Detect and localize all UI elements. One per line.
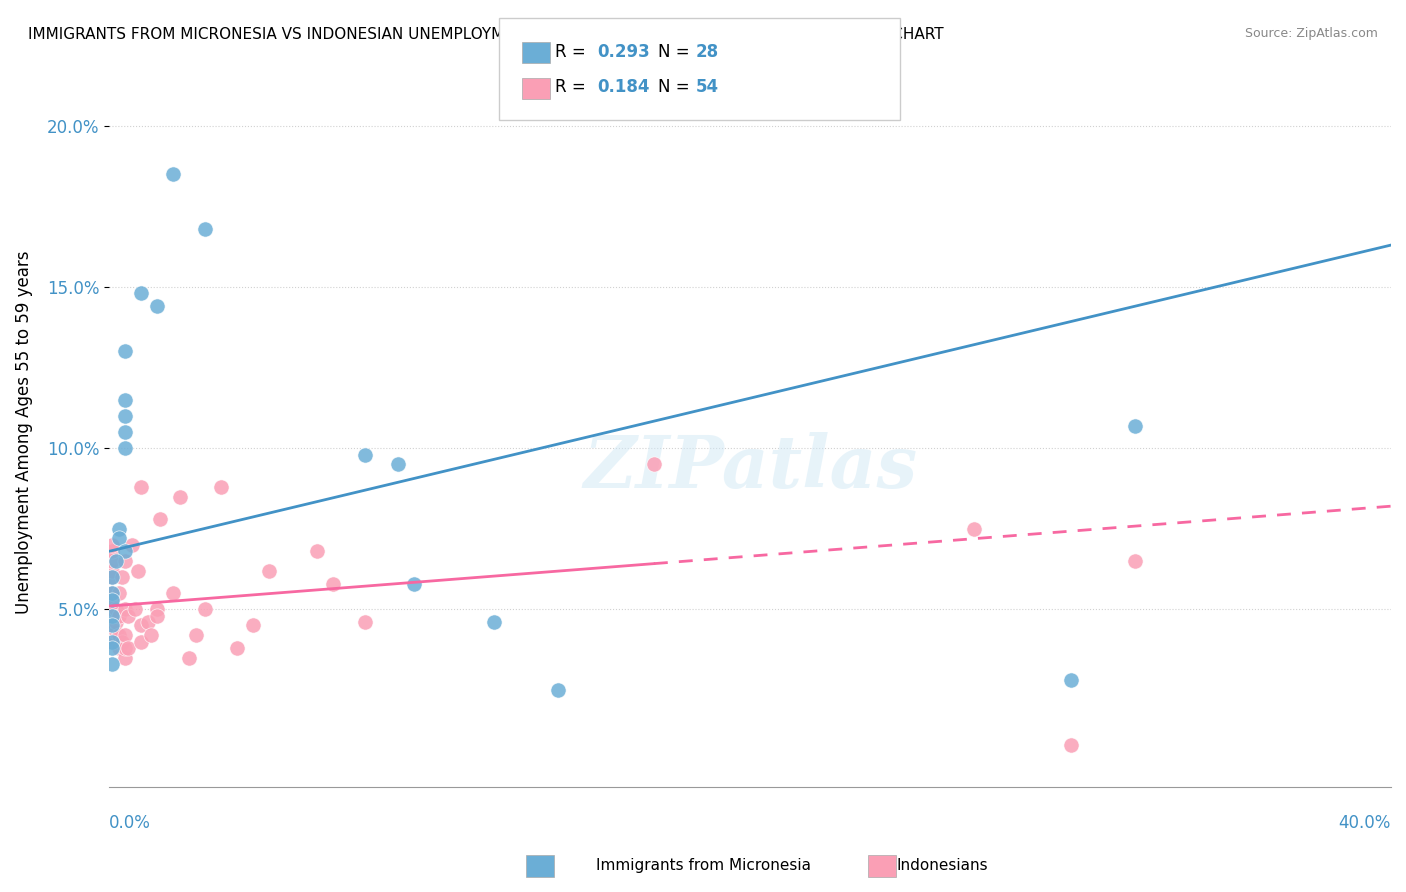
- Point: [226, 640, 249, 655]
- Point: [179, 650, 201, 665]
- Point: [104, 602, 127, 616]
- Point: [402, 576, 425, 591]
- Point: [354, 615, 377, 630]
- Point: [482, 615, 505, 630]
- Point: [114, 544, 136, 558]
- Point: [111, 634, 134, 648]
- Point: [114, 409, 136, 423]
- Point: [124, 602, 146, 616]
- Point: [114, 441, 136, 455]
- Point: [104, 634, 127, 648]
- Point: [127, 564, 149, 578]
- Point: [129, 480, 152, 494]
- Point: [101, 618, 124, 632]
- Point: [114, 640, 136, 655]
- Point: [107, 628, 129, 642]
- Point: [114, 425, 136, 439]
- Text: 54: 54: [696, 78, 718, 96]
- Point: [354, 448, 377, 462]
- Point: [101, 618, 124, 632]
- Point: [114, 392, 136, 407]
- Point: [101, 538, 124, 552]
- Point: [643, 457, 665, 471]
- Point: [194, 222, 217, 236]
- Point: [1123, 418, 1146, 433]
- Point: [101, 640, 124, 655]
- Text: 40.0%: 40.0%: [1339, 814, 1391, 832]
- Point: [194, 602, 217, 616]
- Point: [146, 602, 169, 616]
- Point: [963, 522, 986, 536]
- Point: [114, 650, 136, 665]
- Point: [114, 554, 136, 568]
- Point: [146, 299, 169, 313]
- Point: [104, 554, 127, 568]
- Point: [104, 624, 127, 639]
- Point: [1059, 738, 1081, 752]
- Point: [101, 608, 124, 623]
- Point: [114, 344, 136, 359]
- Text: N =: N =: [658, 43, 695, 61]
- Text: R =: R =: [555, 43, 592, 61]
- Point: [139, 628, 162, 642]
- Point: [111, 570, 134, 584]
- Text: N =: N =: [658, 78, 695, 96]
- Point: [101, 570, 124, 584]
- Point: [101, 570, 124, 584]
- Point: [101, 634, 124, 648]
- Point: [104, 615, 127, 630]
- Point: [117, 608, 139, 623]
- Point: [121, 538, 143, 552]
- Text: 0.293: 0.293: [598, 43, 651, 61]
- Point: [136, 615, 159, 630]
- Point: [259, 564, 281, 578]
- Point: [184, 628, 207, 642]
- Point: [107, 586, 129, 600]
- Text: 28: 28: [696, 43, 718, 61]
- Point: [101, 554, 124, 568]
- Text: Indonesians: Indonesians: [896, 858, 988, 872]
- Point: [101, 564, 124, 578]
- Point: [1059, 673, 1081, 688]
- Point: [117, 640, 139, 655]
- Point: [101, 592, 124, 607]
- Point: [107, 608, 129, 623]
- Point: [146, 608, 169, 623]
- Point: [101, 586, 124, 600]
- Point: [209, 480, 232, 494]
- Point: [114, 628, 136, 642]
- Point: [101, 586, 124, 600]
- Text: ZIPatlas: ZIPatlas: [583, 432, 917, 503]
- Point: [307, 544, 329, 558]
- Point: [107, 640, 129, 655]
- Point: [101, 596, 124, 610]
- Point: [107, 532, 129, 546]
- Point: [1123, 554, 1146, 568]
- Point: [101, 634, 124, 648]
- Point: [547, 682, 569, 697]
- Text: 0.0%: 0.0%: [110, 814, 150, 832]
- Point: [162, 167, 184, 181]
- Point: [387, 457, 409, 471]
- Text: IMMIGRANTS FROM MICRONESIA VS INDONESIAN UNEMPLOYMENT AMONG AGES 55 TO 59 YEARS : IMMIGRANTS FROM MICRONESIA VS INDONESIAN…: [28, 27, 943, 42]
- Point: [101, 657, 124, 672]
- Point: [169, 490, 191, 504]
- Text: Source: ZipAtlas.com: Source: ZipAtlas.com: [1244, 27, 1378, 40]
- Point: [101, 602, 124, 616]
- Text: 0.184: 0.184: [598, 78, 650, 96]
- Point: [129, 634, 152, 648]
- Text: R =: R =: [555, 78, 592, 96]
- Point: [322, 576, 344, 591]
- Point: [129, 286, 152, 301]
- Point: [114, 602, 136, 616]
- Point: [107, 522, 129, 536]
- Text: Immigrants from Micronesia: Immigrants from Micronesia: [596, 858, 810, 872]
- Point: [129, 618, 152, 632]
- Point: [162, 586, 184, 600]
- Point: [101, 544, 124, 558]
- Point: [149, 512, 172, 526]
- Y-axis label: Unemployment Among Ages 55 to 59 years: Unemployment Among Ages 55 to 59 years: [15, 251, 32, 614]
- Point: [242, 618, 264, 632]
